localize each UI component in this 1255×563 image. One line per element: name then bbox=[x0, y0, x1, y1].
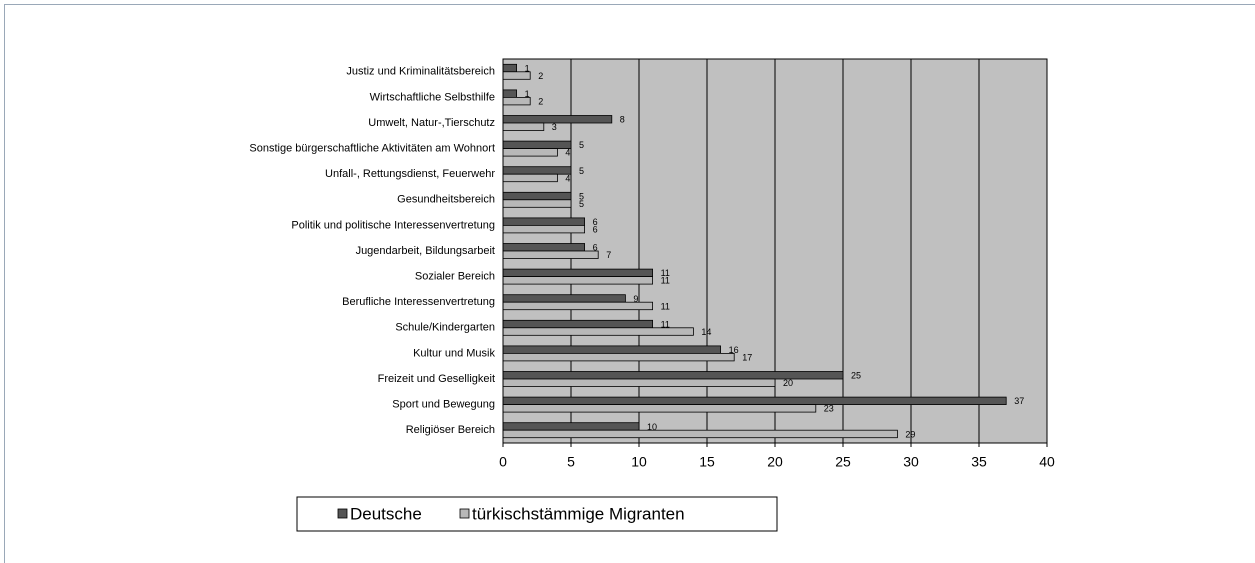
x-tick-label: 15 bbox=[699, 454, 715, 470]
frame bbox=[4, 4, 1255, 563]
bar bbox=[502, 429, 898, 439]
y-tick-label: Unfall-, Rettungsdienst, Feuerwehr bbox=[325, 168, 495, 180]
y-tick-label: Jugendarbeit, Bildungsarbeit bbox=[356, 245, 495, 257]
bar bbox=[502, 191, 572, 201]
value-label: 5 bbox=[579, 199, 584, 209]
x-tick-label: 40 bbox=[1039, 454, 1055, 470]
bar bbox=[502, 97, 531, 106]
bar bbox=[502, 404, 817, 413]
y-tick-label: Schule/Kindergarten bbox=[395, 322, 495, 334]
y-tick-label: Sonstige bürgerschaftliche Aktivitäten a… bbox=[249, 143, 495, 155]
y-tick-label: Sport und Bewegung bbox=[392, 399, 495, 411]
legend-label: türkischstämmige Migranten bbox=[472, 504, 685, 523]
value-label: 11 bbox=[661, 319, 670, 329]
y-tick-label: Kultur und Musik bbox=[413, 347, 495, 359]
value-label: 14 bbox=[701, 327, 711, 337]
y-tick-label: Umwelt, Natur-,Tierschutz bbox=[368, 117, 495, 129]
value-label: 9 bbox=[633, 294, 638, 304]
x-tick-label: 0 bbox=[499, 454, 507, 470]
x-tick-label: 25 bbox=[835, 454, 851, 470]
legend-label: Deutsche bbox=[350, 504, 422, 523]
bar bbox=[502, 276, 654, 285]
value-label: 29 bbox=[905, 429, 915, 439]
y-tick-label: Freizeit und Geselligkeit bbox=[378, 373, 495, 385]
y-tick-label: Religiöser Bereich bbox=[406, 424, 495, 436]
bar bbox=[502, 378, 776, 387]
value-label: 1 bbox=[525, 89, 530, 99]
bar bbox=[502, 243, 585, 252]
value-label: 20 bbox=[783, 378, 793, 388]
y-tick-label: Berufliche Interessenvertretung bbox=[342, 296, 495, 308]
bar bbox=[502, 71, 531, 80]
bar bbox=[502, 294, 626, 303]
legend: Deutsche türkischstämmige Migranten bbox=[296, 496, 778, 532]
bar bbox=[502, 345, 722, 354]
value-label: 2 bbox=[538, 97, 543, 107]
y-tick-label: Justiz und Kriminalitätsbereich bbox=[346, 66, 495, 78]
value-label: 7 bbox=[606, 250, 611, 260]
value-label: 5 bbox=[579, 166, 584, 176]
y-tick-label: Sozialer Bereich bbox=[415, 271, 495, 283]
value-label: 5 bbox=[579, 140, 584, 150]
value-label: 5 bbox=[579, 191, 584, 201]
value-label: 8 bbox=[620, 115, 625, 125]
value-label: 2 bbox=[538, 71, 543, 81]
bar bbox=[502, 224, 585, 234]
legend-swatch bbox=[337, 508, 348, 519]
bar bbox=[502, 173, 558, 183]
value-label: 10 bbox=[647, 422, 657, 432]
value-label: 1 bbox=[525, 63, 530, 73]
value-label: 4 bbox=[565, 173, 570, 183]
value-label: 6 bbox=[593, 243, 598, 253]
bar bbox=[502, 166, 572, 175]
value-label: 4 bbox=[565, 148, 570, 158]
bar bbox=[502, 115, 613, 124]
legend-box bbox=[296, 496, 778, 532]
bar bbox=[502, 352, 735, 362]
bar bbox=[502, 122, 545, 131]
bar bbox=[502, 148, 558, 157]
value-label: 25 bbox=[851, 371, 861, 381]
bar bbox=[502, 268, 654, 278]
bar bbox=[502, 89, 518, 98]
value-label: 11 bbox=[661, 268, 670, 278]
x-tick-label: 5 bbox=[567, 454, 575, 470]
x-tick-label: 20 bbox=[767, 454, 783, 470]
bar bbox=[502, 319, 654, 329]
value-label: 17 bbox=[742, 353, 752, 363]
value-label: 6 bbox=[593, 225, 598, 235]
bar bbox=[502, 63, 518, 73]
x-tick-label: 10 bbox=[631, 454, 647, 470]
bar bbox=[502, 396, 1007, 406]
value-label: 37 bbox=[1014, 396, 1024, 406]
x-tick-label: 35 bbox=[971, 454, 987, 470]
value-label: 11 bbox=[661, 301, 670, 311]
x-tick-label: 30 bbox=[903, 454, 919, 470]
value-label: 6 bbox=[593, 217, 598, 227]
legend-swatch bbox=[459, 508, 470, 519]
value-label: 3 bbox=[552, 122, 557, 132]
bar bbox=[502, 250, 599, 259]
bar bbox=[502, 140, 572, 150]
bar bbox=[502, 327, 694, 336]
bar bbox=[502, 217, 585, 226]
value-label: 16 bbox=[729, 345, 739, 355]
bar bbox=[502, 199, 572, 208]
bar bbox=[502, 301, 654, 311]
y-tick-label: Wirtschaftliche Selbsthilfe bbox=[370, 91, 495, 103]
y-tick-label: Gesundheitsbereich bbox=[397, 194, 495, 206]
y-tick-label: Politik und politische Interessenvertret… bbox=[291, 219, 495, 231]
value-label: 11 bbox=[661, 276, 670, 286]
value-label: 23 bbox=[824, 404, 834, 414]
bar bbox=[502, 422, 640, 431]
